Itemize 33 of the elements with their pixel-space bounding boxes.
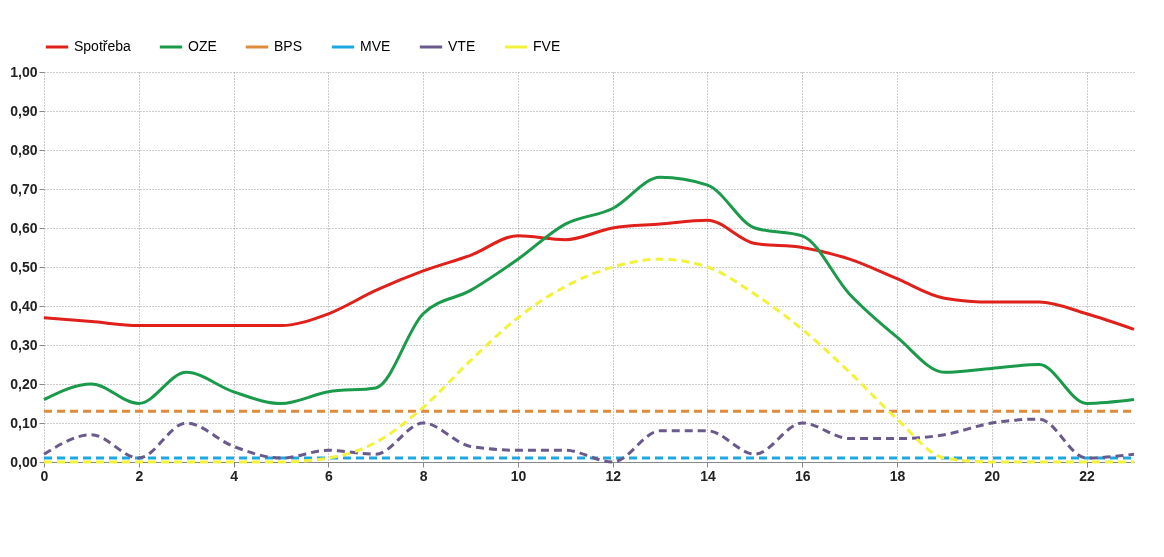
line-series [42, 218, 1136, 331]
y-tick-label: 0,80 [10, 141, 38, 158]
x-tick-label: 0 [40, 467, 49, 484]
y-tick-label: 0,10 [10, 414, 38, 431]
x-tick-label: 4 [230, 467, 239, 484]
x-tick-label: 6 [324, 467, 333, 484]
y-tick-label: 0,90 [10, 102, 38, 119]
legend-label: BPS [274, 38, 303, 54]
legend-label: VTE [448, 38, 476, 54]
legend-label: Spotřeba [74, 38, 132, 54]
line-series [42, 417, 1136, 464]
x-tick-label: 12 [605, 467, 622, 484]
y-tick-label: 0,60 [10, 219, 38, 236]
legend-label: FVE [533, 38, 561, 54]
x-tick-label: 20 [984, 467, 1001, 484]
y-tick-label: 0,00 [10, 453, 38, 470]
x-tick-label: 18 [889, 467, 906, 484]
legend-label: MVE [360, 38, 391, 54]
x-tick-label: 10 [510, 467, 527, 484]
y-tick-label: 0,50 [10, 258, 38, 275]
line-series [42, 175, 1136, 405]
x-tick-label: 16 [794, 467, 811, 484]
x-tick-label: 14 [700, 467, 716, 484]
y-tick-label: 0,20 [10, 375, 38, 392]
x-tick-label: 2 [135, 467, 144, 484]
line-series [42, 257, 1136, 464]
y-tick-label: 0,70 [10, 180, 38, 197]
y-tick-label: 1,00 [10, 63, 38, 80]
y-tick-label: 0,30 [10, 336, 38, 353]
y-tick-label: 0,40 [10, 297, 38, 314]
x-tick-label: 8 [419, 467, 428, 484]
legend-label: OZE [188, 38, 217, 54]
x-tick-label: 22 [1079, 467, 1096, 484]
